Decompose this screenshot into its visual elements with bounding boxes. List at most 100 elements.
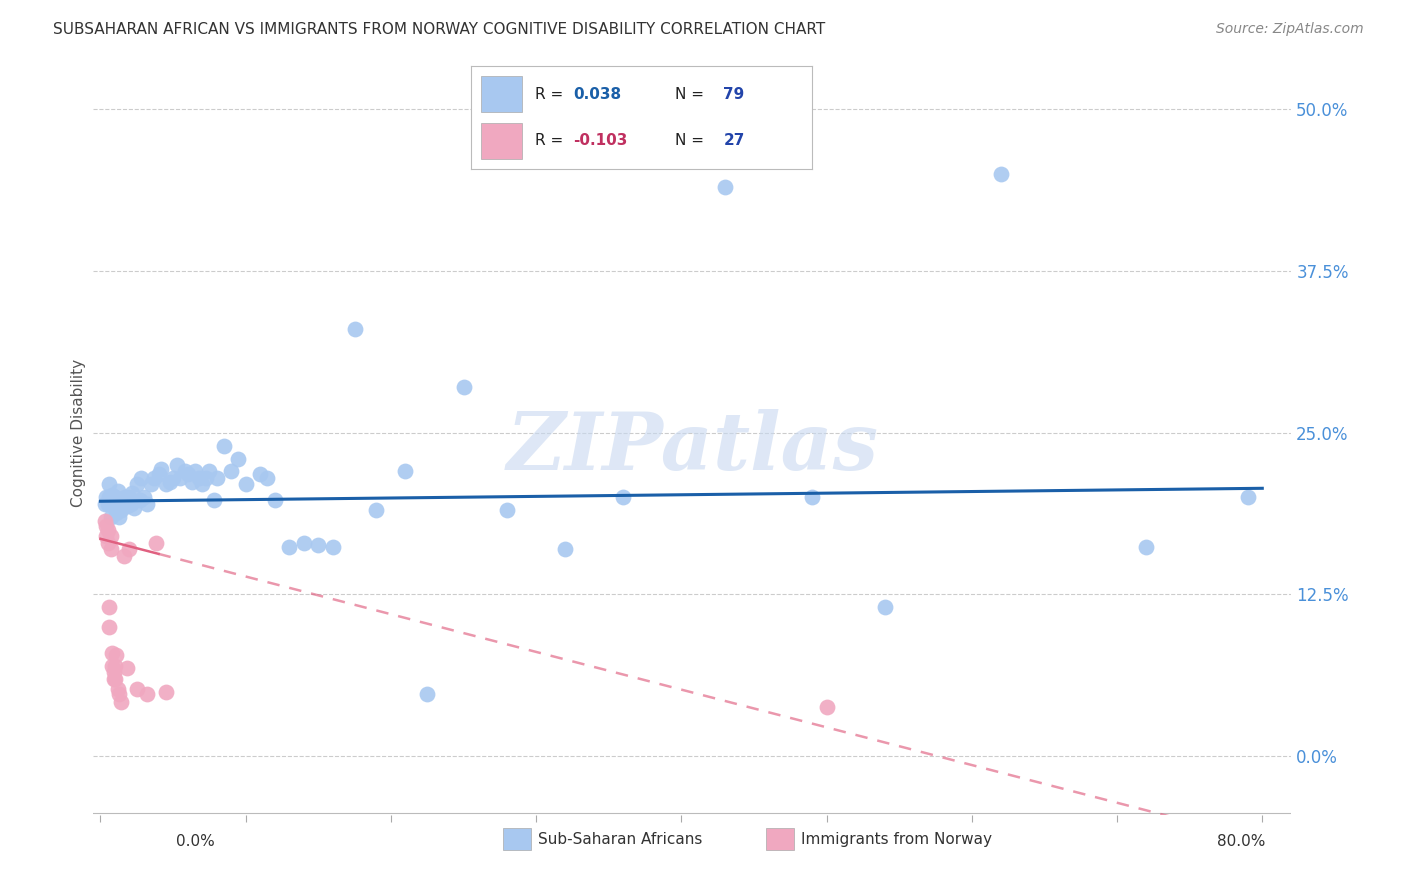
Point xyxy=(366,503,388,517)
Point xyxy=(150,462,173,476)
Point xyxy=(159,475,181,489)
Point xyxy=(198,465,221,479)
Point xyxy=(108,500,131,515)
Point xyxy=(112,497,135,511)
Point xyxy=(107,483,129,498)
Point xyxy=(118,542,141,557)
Text: 0.0%: 0.0% xyxy=(176,834,215,849)
Point xyxy=(107,681,129,696)
Point xyxy=(98,491,121,505)
Point xyxy=(97,497,120,511)
Point xyxy=(104,658,127,673)
Point xyxy=(107,492,129,507)
Point xyxy=(110,503,132,517)
Point xyxy=(212,439,235,453)
Point xyxy=(554,542,576,557)
Point xyxy=(145,535,167,549)
Point xyxy=(104,672,127,686)
Point xyxy=(110,492,132,507)
Point xyxy=(101,658,124,673)
Point xyxy=(108,687,131,701)
Point xyxy=(101,488,124,502)
Text: Sub-Saharan Africans: Sub-Saharan Africans xyxy=(537,832,702,847)
Point xyxy=(416,687,439,701)
Point xyxy=(103,500,125,514)
Text: SUBSAHARAN AFRICAN VS IMMIGRANTS FROM NORWAY COGNITIVE DISABILITY CORRELATION CH: SUBSAHARAN AFRICAN VS IMMIGRANTS FROM NO… xyxy=(53,22,825,37)
Point xyxy=(96,491,118,505)
Point xyxy=(169,471,191,485)
Point xyxy=(94,514,117,528)
Point xyxy=(105,648,128,663)
Point xyxy=(104,497,127,511)
Point xyxy=(714,179,737,194)
Point xyxy=(195,471,218,485)
Point xyxy=(143,471,166,485)
Point xyxy=(322,540,344,554)
Point xyxy=(96,529,118,543)
Point xyxy=(191,477,214,491)
Point xyxy=(612,491,634,505)
Point xyxy=(343,322,366,336)
Point xyxy=(105,506,128,520)
Point xyxy=(307,538,329,552)
Point xyxy=(129,471,152,485)
Text: 80.0%: 80.0% xyxy=(1218,834,1265,849)
Text: Source: ZipAtlas.com: Source: ZipAtlas.com xyxy=(1216,22,1364,37)
Point xyxy=(228,451,250,466)
Point xyxy=(801,491,824,505)
Point xyxy=(117,492,139,507)
Point xyxy=(100,529,122,543)
Point xyxy=(115,500,138,514)
Point xyxy=(1135,540,1157,554)
Point xyxy=(97,535,120,549)
Point xyxy=(132,491,155,505)
Point xyxy=(100,509,122,524)
Point xyxy=(121,486,143,500)
Point xyxy=(105,497,128,511)
Point xyxy=(181,475,204,489)
Point xyxy=(120,497,142,511)
Point xyxy=(96,519,118,533)
Point xyxy=(98,600,121,615)
Point xyxy=(176,467,198,481)
Point xyxy=(135,497,157,511)
Point xyxy=(103,491,125,505)
Point xyxy=(110,695,132,709)
Point xyxy=(128,492,150,507)
Point xyxy=(122,500,145,515)
Point xyxy=(114,491,136,505)
Point xyxy=(155,684,177,698)
Point xyxy=(94,497,117,511)
Point xyxy=(118,491,141,505)
Point xyxy=(100,542,122,557)
Point xyxy=(103,665,125,680)
Point xyxy=(235,477,257,491)
Point xyxy=(103,672,125,686)
Point xyxy=(815,700,838,714)
Point xyxy=(453,380,475,394)
Point xyxy=(97,523,120,537)
Point xyxy=(108,509,131,524)
Point xyxy=(125,477,148,491)
Point xyxy=(205,471,228,485)
Point xyxy=(111,492,134,507)
Point xyxy=(873,600,896,615)
Point xyxy=(990,167,1012,181)
Point xyxy=(256,471,278,485)
Point xyxy=(188,471,211,485)
Point xyxy=(162,471,184,485)
Point xyxy=(184,465,207,479)
Point xyxy=(112,549,135,563)
Point xyxy=(98,620,121,634)
Point xyxy=(166,458,188,472)
Point xyxy=(496,503,519,517)
Point xyxy=(101,646,124,660)
Point xyxy=(249,467,271,481)
Y-axis label: Cognitive Disability: Cognitive Disability xyxy=(72,359,86,507)
Point xyxy=(263,492,285,507)
Point xyxy=(219,465,242,479)
Point xyxy=(98,477,121,491)
Point xyxy=(100,497,122,511)
Point xyxy=(101,492,124,507)
Point xyxy=(148,467,170,481)
